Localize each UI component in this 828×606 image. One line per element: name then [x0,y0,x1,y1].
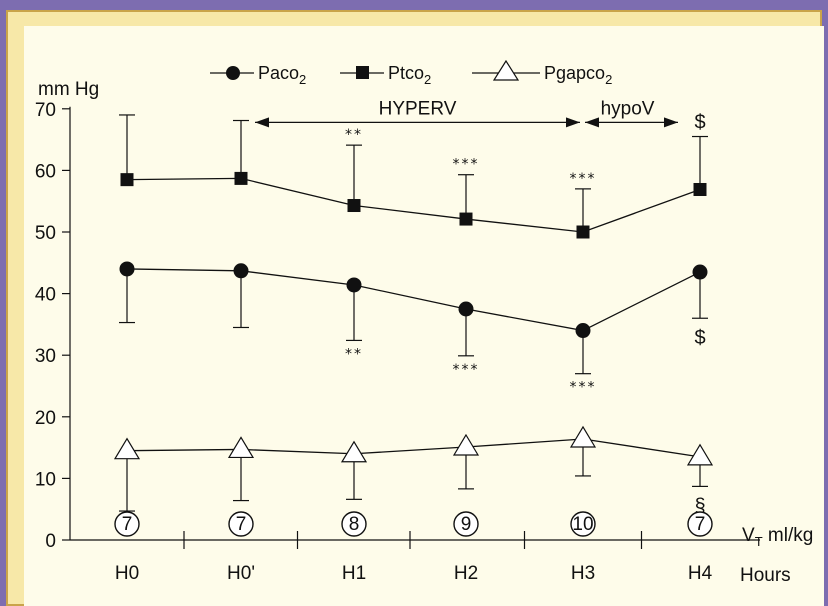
series-pgapco2: § [113,425,714,517]
period-arrows: HYPERV hypoV [255,98,678,128]
period-arrow-head-left [255,117,269,128]
significance-annotation: *** [570,380,597,396]
data-point-triangle [569,425,597,448]
significance-annotation: *** [453,362,480,378]
vt-circle-outline [228,511,254,537]
period-label: HYPERV [379,98,457,119]
significance-annotation: $ [694,327,705,349]
y-tick-label: 70 [35,100,56,121]
series-ptco2: ********$ [119,112,708,239]
data-point-square [576,225,590,239]
legend-item-ptco2: Ptco2 [340,63,431,87]
vt-circle-outline [114,511,140,537]
legend-label-ptco2: Ptco2 [388,63,431,87]
vt-circle: 7 [228,511,254,537]
legend-triangle-marker [492,59,520,81]
data-point-triangle [227,436,255,459]
y-tick-label: 50 [35,223,56,244]
x-tick-label: H0 [115,563,139,584]
series-line [126,268,701,332]
legend-item-pgapco2: Pgapco2 [472,59,612,87]
legend-item-paco2: Paco2 [210,63,306,87]
legend-circle-marker [226,66,240,80]
significance-annotation: ** [345,346,363,362]
legend: Paco2 Ptco2 Pgapco2 [210,59,612,87]
x-tick-label: H1 [342,563,366,584]
data-point-circle [233,263,249,279]
vt-label: VT ml/kg [742,525,813,549]
y-tick-label: 10 [35,469,56,490]
legend-label-pgapco2: Pgapco2 [544,63,612,87]
significance-annotation: *** [570,171,597,187]
data-point-square [347,199,361,213]
data-point-circle [458,301,474,317]
vt-circle-outline [453,511,479,537]
vt-value: 7 [122,514,133,535]
vt-value: 8 [349,514,360,535]
significance-annotation: ** [345,127,363,143]
vt-circles: 7 7 8 9 10 7 [114,511,713,537]
vt-value: 9 [461,514,472,535]
period-arrow-head-left [585,117,599,128]
vt-circle-outline [341,511,367,537]
data-point-triangle [452,433,480,456]
vt-circle: 8 [341,511,367,537]
data-point-triangle [340,440,368,463]
period-label: hypoV [601,98,655,119]
legend-label-paco2: Paco2 [258,63,306,87]
y-axis-label: mm Hg [38,79,99,100]
x-axis-label: Hours [740,565,791,586]
period-arrow-head-right [566,117,580,128]
data-point-circle [119,261,135,277]
data-point-triangle [113,437,141,460]
significance-annotation: *** [453,157,480,173]
data-point-triangle [686,443,714,466]
series-line [126,438,701,458]
series-layer: ********$********$§ [113,112,714,517]
vt-value: 7 [236,514,247,535]
data-point-square [234,171,248,185]
series-paco2: ********$ [119,261,708,396]
x-tick-label: H2 [454,563,478,584]
y-tick-label: 20 [35,408,56,429]
vt-value: 10 [572,514,593,535]
data-point-circle [692,264,708,280]
y-tick-label: 60 [35,161,56,182]
x-tick-label: H3 [571,563,595,584]
vt-circle: 10 [570,511,596,537]
y-tick-label: 0 [45,531,56,552]
data-point-circle [346,277,362,293]
x-tick-label: H4 [688,563,713,584]
series-line [126,177,701,233]
data-point-circle [575,323,591,339]
y-tick-label: 40 [35,285,56,306]
data-point-square [693,182,707,196]
vt-circle-outline [570,511,596,537]
vt-circle: 9 [453,511,479,537]
vt-value: 7 [695,514,706,535]
data-point-square [120,173,134,187]
significance-annotation: § [694,495,705,517]
period-arrow-head-right [664,117,678,128]
x-tick-label: H0' [227,563,255,584]
vt-circle: 7 [114,511,140,537]
vt-circle-outline [687,511,713,537]
legend-square-marker [356,66,369,79]
vt-circle: 7 [687,511,713,537]
significance-annotation: $ [694,112,705,134]
data-point-square [459,212,473,226]
y-tick-label: 30 [35,346,56,367]
